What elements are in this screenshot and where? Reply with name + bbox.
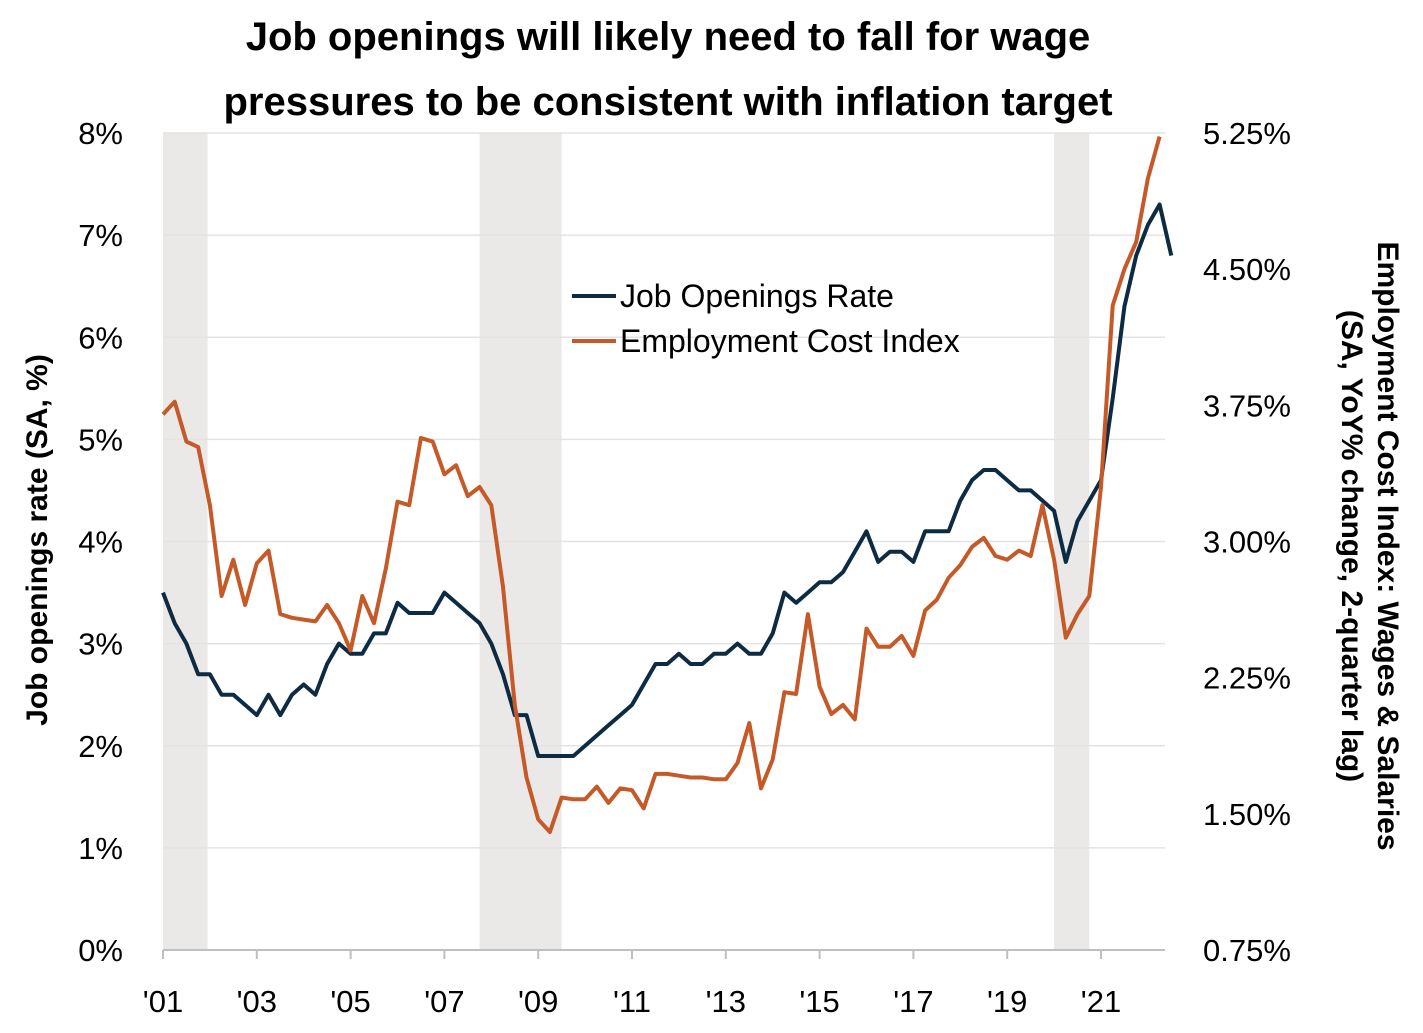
y2-tick-label: 0.75% xyxy=(1203,933,1291,968)
chart-title-line-2: pressures to be consistent with inflatio… xyxy=(223,80,1112,124)
x-tick-label: '09 xyxy=(518,984,558,1019)
series-line-job-openings-rate xyxy=(161,202,1174,758)
gridlines xyxy=(163,132,1165,849)
series-lines xyxy=(161,136,1174,834)
x-axis-ticks: '01 '03 '05 '07 '09 '11 '13 '15 '17 '19 '21 xyxy=(143,950,1121,1019)
left-axis-ticks: 0% 1% 2% 3% 4% 5% 6% 7% 8% xyxy=(78,116,123,968)
x-tick-label: '11 xyxy=(613,984,651,1019)
chart-title-line-1: Job openings will likely need to fall fo… xyxy=(246,15,1091,59)
y-tick-label: 0% xyxy=(78,933,123,968)
left-axis-title: Job openings rate (SA, %) xyxy=(21,354,54,726)
right-axis-ticks: 0.75% 1.50% 2.25% 3.00% 3.75% 4.50% 5.25% xyxy=(1203,116,1291,968)
y2-tick-label: 2.25% xyxy=(1203,661,1291,696)
legend-label-job-openings-rate: Job Openings Rate xyxy=(620,278,894,314)
y-tick-label: 4% xyxy=(78,525,123,560)
x-tick-label: '05 xyxy=(330,984,370,1019)
y2-tick-label: 3.00% xyxy=(1203,525,1291,560)
x-tick-label: '19 xyxy=(987,984,1027,1019)
y-tick-label: 2% xyxy=(78,729,123,764)
x-tick-label: '13 xyxy=(706,984,746,1019)
y2-tick-label: 4.50% xyxy=(1203,252,1291,287)
y-tick-label: 6% xyxy=(78,320,123,355)
x-tick-label: '15 xyxy=(799,984,839,1019)
y-tick-label: 3% xyxy=(78,627,123,662)
x-tick-label: '03 xyxy=(237,984,277,1019)
right-axis-title-line-1: Employment Cost Index: Wages & Salaries xyxy=(1371,241,1404,850)
y2-tick-label: 1.50% xyxy=(1203,797,1291,832)
y2-tick-label: 5.25% xyxy=(1203,116,1291,151)
x-tick-label: '07 xyxy=(424,984,464,1019)
legend: Job Openings Rate Employment Cost Index xyxy=(572,278,960,359)
y2-tick-label: 3.75% xyxy=(1203,388,1291,423)
y-tick-label: 5% xyxy=(78,422,123,457)
series-line-employment-cost-index xyxy=(161,136,1162,834)
chart-title: Job openings will likely need to fall fo… xyxy=(223,15,1112,124)
right-axis-title-line-2: (SA, YoY% change, 2-quarter lag) xyxy=(1335,310,1368,782)
y-tick-label: 7% xyxy=(78,218,123,253)
legend-label-employment-cost-index: Employment Cost Index xyxy=(620,323,960,359)
y-tick-label: 1% xyxy=(78,831,123,866)
x-tick-label: '17 xyxy=(893,984,933,1019)
x-tick-label: '01 xyxy=(143,984,183,1019)
x-tick-label: '21 xyxy=(1081,984,1121,1019)
y-tick-label: 8% xyxy=(78,116,123,151)
